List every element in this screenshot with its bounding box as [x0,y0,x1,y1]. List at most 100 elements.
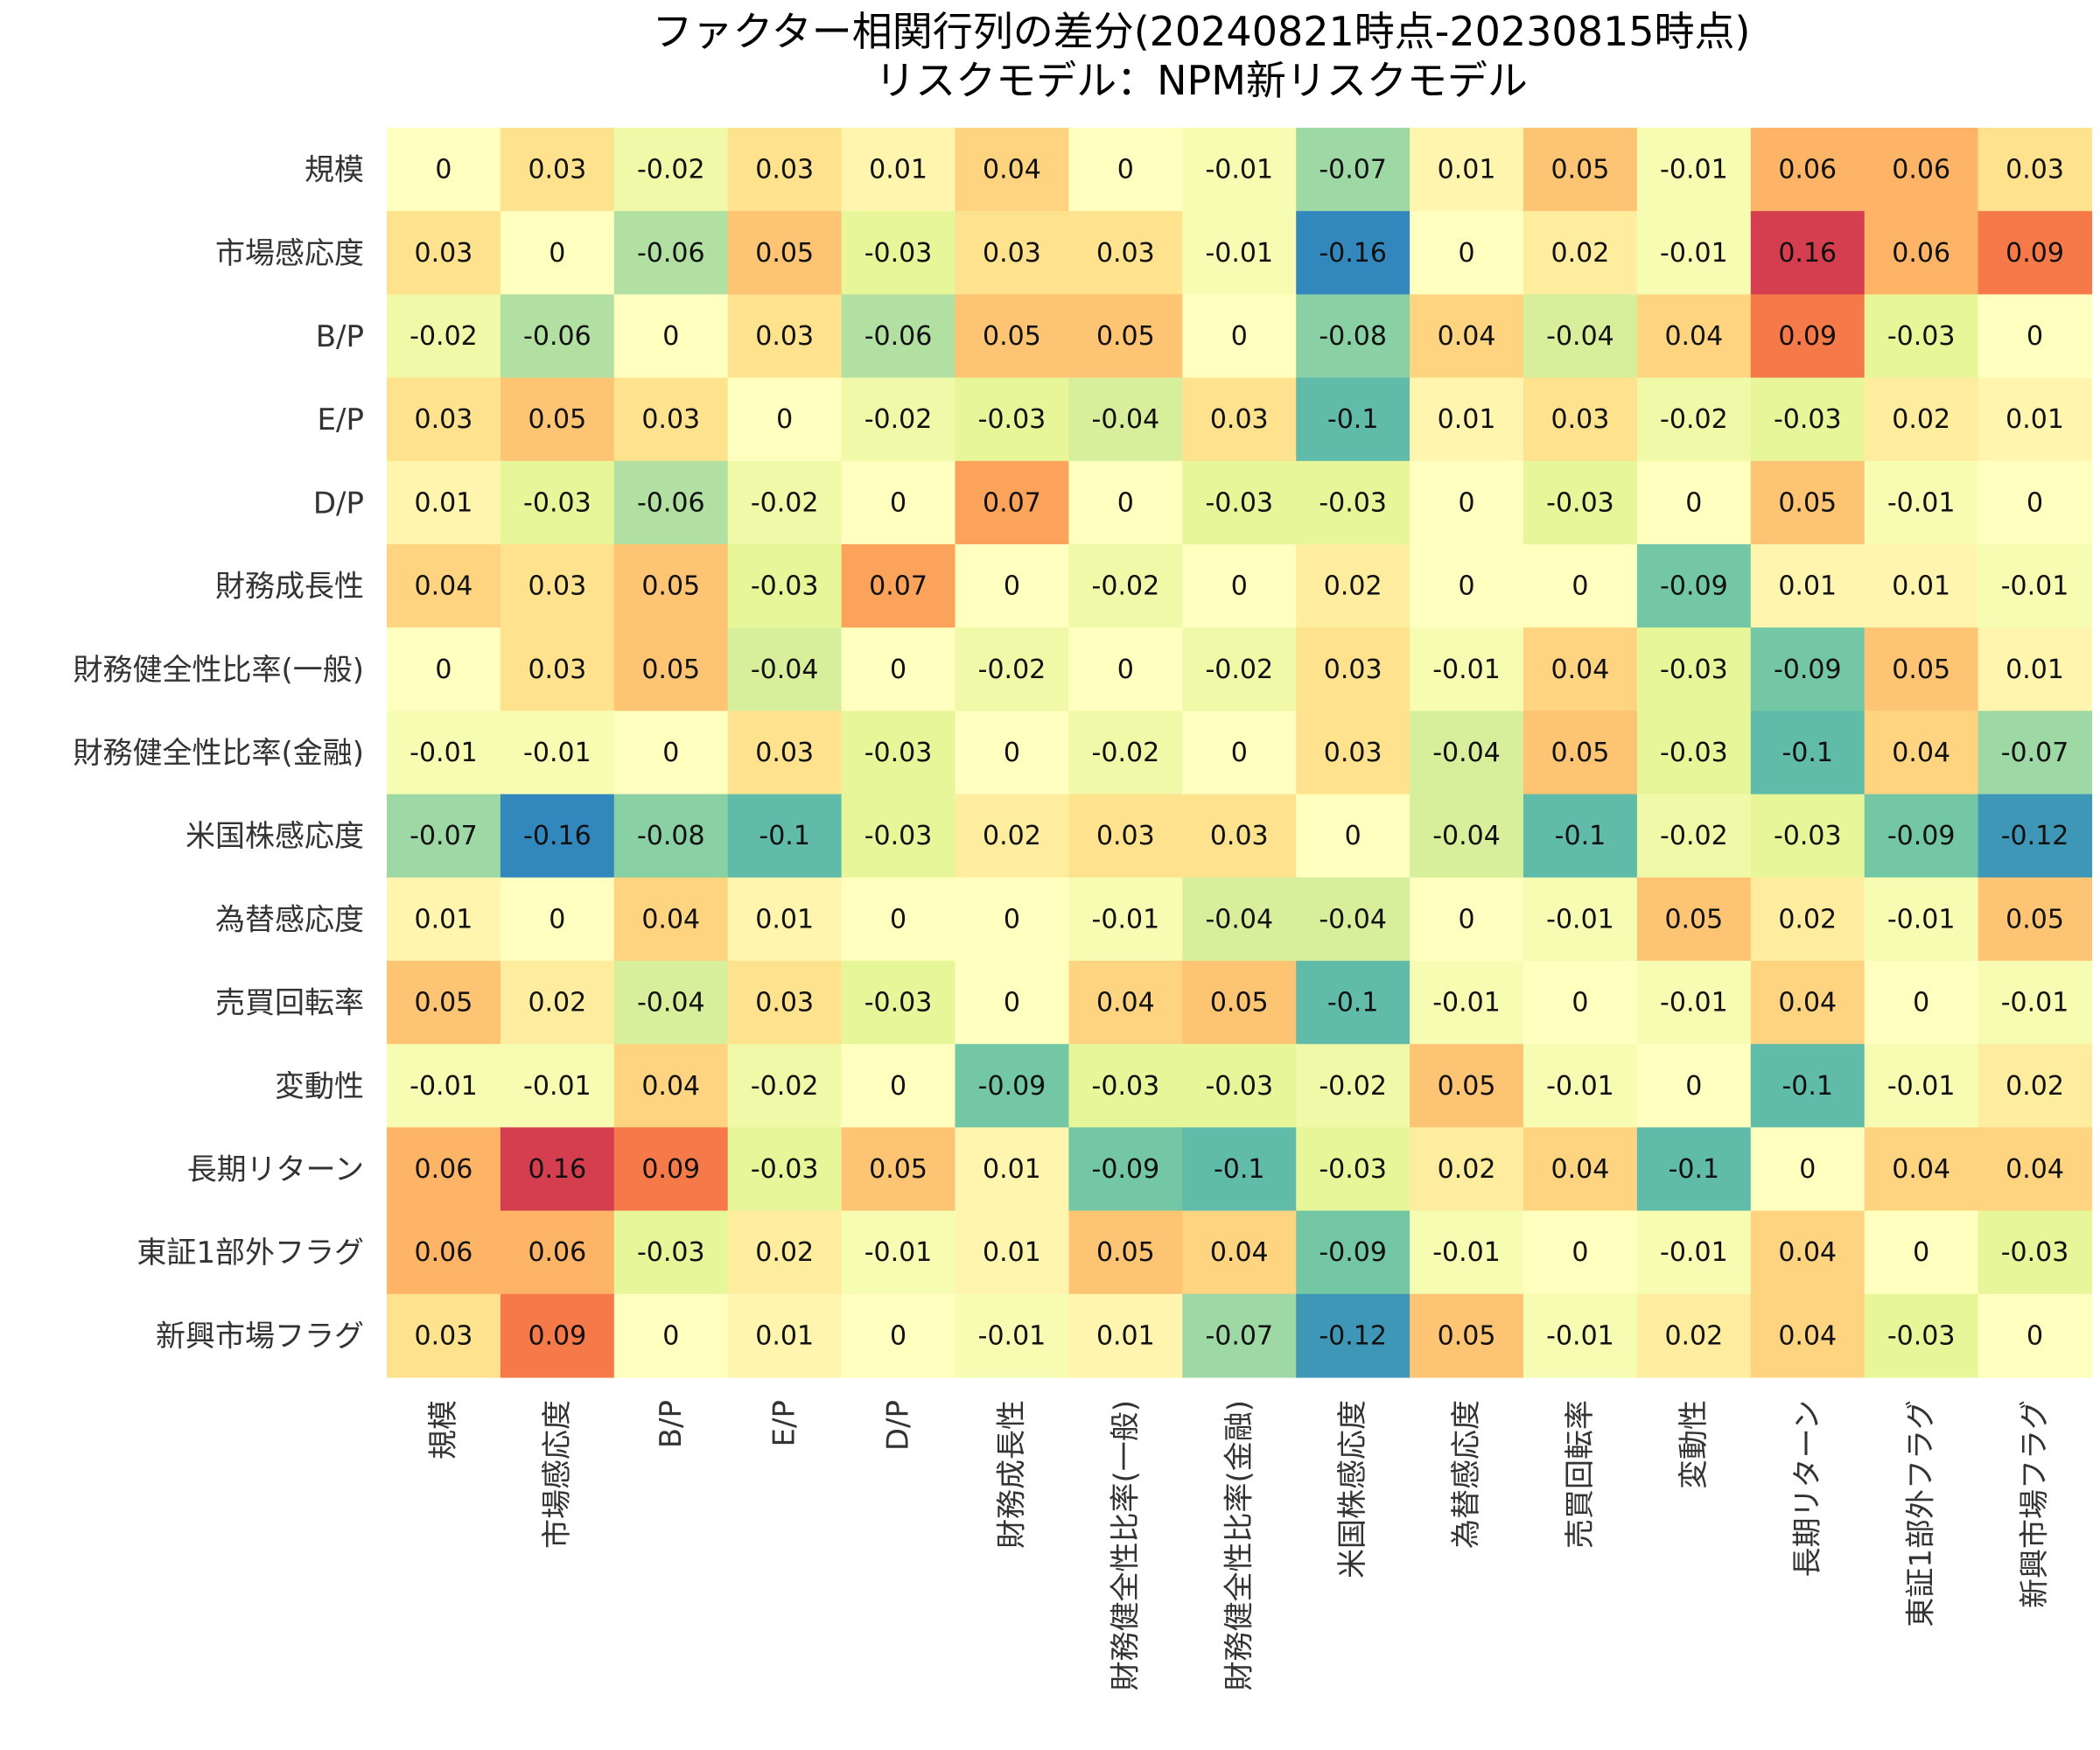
heatmap-cell [1864,794,1979,878]
heatmap-cell [1750,710,1866,795]
heatmap-cell [1523,460,1638,545]
heatmap-cell-value: 0.04 [641,904,700,934]
heatmap-cell [1068,1210,1183,1295]
y-tick-label: 米国株感応度 [186,819,364,854]
heatmap-cell [1296,1210,1410,1295]
heatmap-cell-value: 0 [1459,904,1475,934]
heatmap-cell-value: 0.01 [983,1237,1041,1268]
heatmap-cell [500,294,615,379]
heatmap-cell-value: 0.03 [2006,155,2064,186]
heatmap-cell-value: 0 [1345,821,1362,851]
heatmap-cell-value: -0.01 [1660,1237,1728,1268]
heatmap-cell-value: -0.03 [1205,487,1273,518]
heatmap-cell [1750,294,1866,379]
heatmap-cell [955,877,1069,962]
heatmap-cell [1636,1210,1752,1295]
heatmap-cells [387,128,2093,1378]
heatmap-cell-value: 0.04 [1210,1237,1269,1268]
heatmap-cell [1864,294,1979,379]
heatmap-cell-value: 0.04 [2006,1154,2064,1185]
heatmap-cell-value: -0.09 [1887,821,1956,851]
heatmap-cell-value: -0.09 [1319,1237,1387,1268]
heatmap-cell-value: 0.04 [1778,988,1837,1018]
heatmap-cell-value: -0.16 [523,821,592,851]
heatmap-cell-value: -0.01 [1660,988,1728,1018]
heatmap-cell-labels: 0 0.03 -0.02 0.03 0.01 0.04 0 -0.01 -0.07 0.01 0.0… [410,155,2068,1352]
heatmap-cell [613,211,729,295]
heatmap-cell [613,1293,729,1378]
heatmap-cell-value: 0.05 [1210,988,1269,1018]
heatmap-cell-value: 0.03 [755,988,814,1018]
heatmap-cell [1068,544,1183,628]
heatmap-cell [500,961,615,1045]
heatmap-cell [1296,460,1410,545]
heatmap-cell [1636,1293,1752,1378]
heatmap-cell [1864,1293,1979,1378]
heatmap-cell [727,961,843,1045]
heatmap-cell-value: 0.03 [755,155,814,186]
heatmap-cell [1864,627,1979,711]
heatmap-cell [1750,128,1866,212]
heatmap-cell [1296,710,1410,795]
heatmap-cell [1750,377,1866,462]
heatmap-cell-value: 0.02 [983,821,1041,851]
heatmap-cell [613,1210,729,1295]
heatmap-cell-value: 0 [890,487,906,518]
heatmap-cell-value: 0 [549,904,565,934]
heatmap-cell [500,794,615,878]
heatmap-cell-value: -0.01 [2001,571,2069,602]
heatmap-cell-value: 0 [1913,988,1929,1018]
heatmap-cell-value: -0.04 [751,654,819,685]
heatmap-cell [841,877,956,962]
heatmap-cell [1296,1293,1410,1378]
heatmap-cell [1636,961,1752,1045]
heatmap-cell [1068,877,1183,962]
heatmap-cell [727,544,843,628]
heatmap-cell-value: 0 [1231,321,1248,352]
heatmap-cell-value: 0 [1913,1237,1929,1268]
x-tick-label: 新興市場フラグ [2018,1400,2053,1608]
x-tick-label: B/P [654,1400,689,1448]
heatmap-cell-value: 0.07 [983,487,1041,518]
heatmap-cell [500,544,615,628]
heatmap-cell [1750,1210,1866,1295]
heatmap-cell [1068,211,1183,295]
y-tick-label: 売買回転率 [215,986,364,1021]
heatmap-cell [841,794,956,878]
heatmap-cell-value: 0 [1459,487,1475,518]
heatmap-cell-value: -0.01 [410,738,478,768]
heatmap-cell-value: -0.03 [1092,1071,1160,1102]
heatmap-cell [613,294,729,379]
heatmap-cell-value: -0.03 [864,238,933,269]
heatmap-cell [1182,128,1297,212]
heatmap-cell-value: -0.02 [410,321,478,352]
heatmap-cell [1182,710,1297,795]
heatmap-cell-value: -0.03 [1319,487,1387,518]
heatmap-cell [387,794,501,878]
x-tick-label: 売買回転率 [1563,1400,1598,1549]
heatmap-cell-value: 0.05 [1892,654,1950,685]
heatmap-cell-value: 0.03 [1096,821,1155,851]
heatmap-cell [1523,128,1638,212]
heatmap-cell-value: -0.1 [1214,1154,1265,1185]
heatmap-cell-value: 0 [1004,571,1020,602]
heatmap-cell-value: -0.07 [1205,1320,1273,1351]
heatmap-cell [727,794,843,878]
heatmap-cell [1978,627,2093,711]
heatmap-cell-value: 0.03 [983,238,1041,269]
heatmap-cell-value: 0.05 [641,654,700,685]
heatmap-cell-value: 0.03 [415,404,473,435]
heatmap-cell [1523,710,1638,795]
heatmap-cell-value: 0.03 [1096,238,1155,269]
heatmap-cell [1410,1293,1524,1378]
heatmap-cell-value: -0.1 [1555,821,1606,851]
heatmap-cell [1523,627,1638,711]
heatmap-cell-value: 0 [1572,988,1588,1018]
heatmap-cell-value: -0.01 [1205,155,1273,186]
heatmap-cell-value: -0.04 [1546,321,1614,352]
heatmap-cell-value: 0.03 [528,654,586,685]
heatmap-cell [1636,211,1752,295]
x-axis-tick-labels: 規模 市場感応度 B/P E/P D/P 財務成長性 財務健全性比率(一般) 財務健全性比率(… [426,1400,2053,1691]
heatmap-cell [1750,794,1866,878]
heatmap-cell-value: -0.01 [1546,1320,1614,1351]
